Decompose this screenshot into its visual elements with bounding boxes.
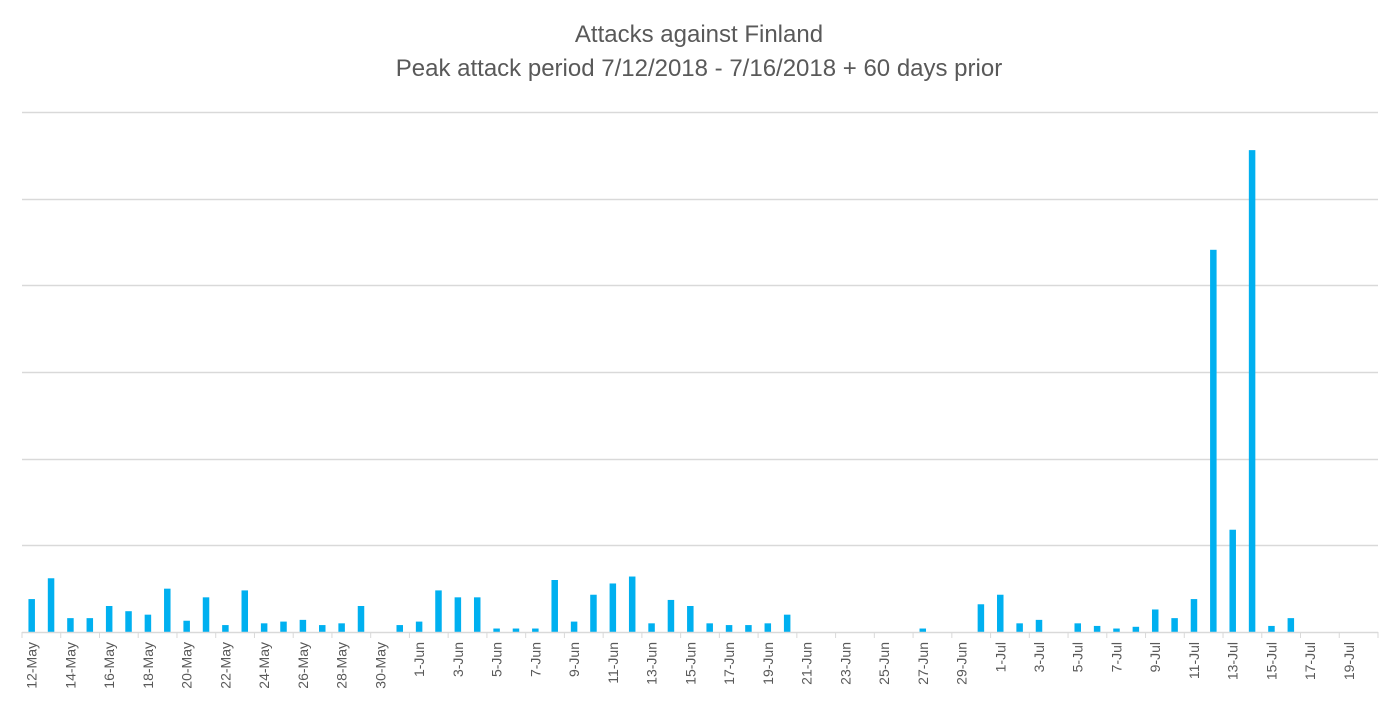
bar-6-Jun xyxy=(512,628,520,632)
bar-16-Jul xyxy=(1287,618,1295,632)
x-tick-label: 3-Jul xyxy=(1031,642,1047,672)
x-tick-label: 12-May xyxy=(24,642,40,689)
bar-17-Jun xyxy=(725,625,733,632)
x-tick-label: 28-May xyxy=(334,642,350,689)
bar-29-May xyxy=(357,606,365,632)
x-tick-label: 11-Jun xyxy=(605,642,621,684)
x-axis xyxy=(21,631,1379,638)
x-tick-label: 17-Jul xyxy=(1302,642,1318,680)
bar-9-Jul xyxy=(1151,609,1159,632)
x-tick-label: 1-Jun xyxy=(411,642,427,677)
bar-12-Jul xyxy=(1210,249,1217,633)
chart-subtitle: Peak attack period 7/12/2018 - 7/16/2018… xyxy=(395,55,1003,82)
bar-2-Jul xyxy=(1016,623,1023,632)
x-tick-label: 15-Jun xyxy=(682,642,698,685)
bar-27-Jun xyxy=(919,628,927,632)
x-tick-label: 13-Jul xyxy=(1225,642,1241,680)
bar-12-May xyxy=(28,599,35,632)
bar-25-May xyxy=(280,621,287,632)
bar-16-Jun xyxy=(706,623,713,632)
bar-5-Jul xyxy=(1074,623,1081,632)
x-tick-label: 24-May xyxy=(256,642,272,689)
bar-10-Jul xyxy=(1171,618,1178,632)
x-tick-labels: 12-May 14-May 16-May 18-May 20-May 22-May 24-M… xyxy=(24,642,1357,689)
x-tick-label: 1-Jul xyxy=(992,642,1008,672)
x-tick-label: 14-May xyxy=(62,642,78,689)
x-tick-label: 25-Jun xyxy=(876,642,892,685)
bar-1-Jun xyxy=(415,621,423,632)
bar-9-Jun xyxy=(570,621,578,632)
x-tick-label: 11-Jul xyxy=(1186,642,1202,679)
bar-1-Jul xyxy=(997,594,1004,632)
bar-19-Jun xyxy=(764,623,772,632)
bar-17-May xyxy=(125,611,132,632)
bar-8-Jun xyxy=(551,580,558,632)
bar-15-Jun xyxy=(687,606,694,632)
bar-22-May xyxy=(222,625,229,632)
bar-10-Jun xyxy=(590,594,597,632)
bar-8-Jul xyxy=(1132,626,1140,632)
bar-6-Jul xyxy=(1093,625,1101,632)
bar-5-Jun xyxy=(493,628,500,632)
x-tick-label: 19-Jul xyxy=(1341,642,1357,680)
bar-15-May xyxy=(86,618,94,632)
bar-2-Jun xyxy=(435,590,442,632)
x-tick-label: 7-Jul xyxy=(1108,642,1124,672)
x-tick-label: 5-Jun xyxy=(489,642,505,677)
bar-14-May xyxy=(67,618,74,632)
bar-20-Jun xyxy=(783,614,791,632)
bars xyxy=(28,150,1295,633)
chart-title-block: Attacks against Finland Peak attack peri… xyxy=(0,18,1398,86)
bar-15-Jul xyxy=(1268,625,1275,632)
x-tick-label: 22-May xyxy=(217,642,233,689)
bar-12-Jun xyxy=(628,576,636,632)
bar-11-Jul xyxy=(1190,599,1198,632)
x-tick-label: 18-May xyxy=(140,642,156,689)
bar-7-Jun xyxy=(532,628,539,632)
gridlines xyxy=(22,111,1378,547)
bar-26-May xyxy=(299,619,307,632)
x-tick-label: 13-Jun xyxy=(644,642,660,685)
x-tick-label: 7-Jun xyxy=(527,642,543,677)
x-tick-label: 23-Jun xyxy=(837,642,853,685)
bar-11-Jun xyxy=(609,583,617,632)
bar-24-May xyxy=(260,623,268,632)
bar-20-May xyxy=(183,620,190,632)
bar-3-Jun xyxy=(454,597,462,632)
x-tick-label: 9-Jul xyxy=(1147,642,1163,672)
bar-14-Jun xyxy=(667,599,675,632)
x-tick-label: 30-May xyxy=(372,642,388,689)
chart-title: Attacks against Finland xyxy=(574,21,824,48)
bar-31-May xyxy=(396,625,403,632)
x-tick-label: 27-Jun xyxy=(915,642,931,685)
bar-14-Jul xyxy=(1248,150,1256,632)
bar-3-Jul xyxy=(1035,619,1043,632)
x-tick-label: 5-Jul xyxy=(1070,642,1086,672)
x-tick-label: 15-Jul xyxy=(1263,642,1279,680)
bar-30-Jun xyxy=(977,604,985,632)
bar-16-May xyxy=(105,606,113,632)
x-tick-label: 16-May xyxy=(101,642,117,689)
bar-18-May xyxy=(144,614,152,632)
bar-13-Jun xyxy=(648,623,655,632)
bar-13-May xyxy=(47,578,55,632)
x-tick-label: 3-Jun xyxy=(450,642,466,677)
bar-28-May xyxy=(338,623,345,632)
bar-19-May xyxy=(164,588,171,632)
x-tick-label: 29-Jun xyxy=(954,642,970,685)
x-tick-label: 9-Jun xyxy=(566,642,582,677)
x-tick-label: 17-Jun xyxy=(721,642,737,685)
x-tick-label: 21-Jun xyxy=(799,642,815,685)
bar-23-May xyxy=(241,590,249,632)
x-tick-label: 19-Jun xyxy=(760,642,776,685)
x-tick-label: 26-May xyxy=(295,642,311,689)
bar-4-Jun xyxy=(473,597,481,632)
bar-18-Jun xyxy=(745,625,752,632)
x-tick-label: 20-May xyxy=(179,642,195,689)
bar-13-Jul xyxy=(1229,529,1236,632)
bar-27-May xyxy=(319,625,326,632)
bar-7-Jul xyxy=(1113,628,1120,632)
bar-21-May xyxy=(202,597,210,632)
